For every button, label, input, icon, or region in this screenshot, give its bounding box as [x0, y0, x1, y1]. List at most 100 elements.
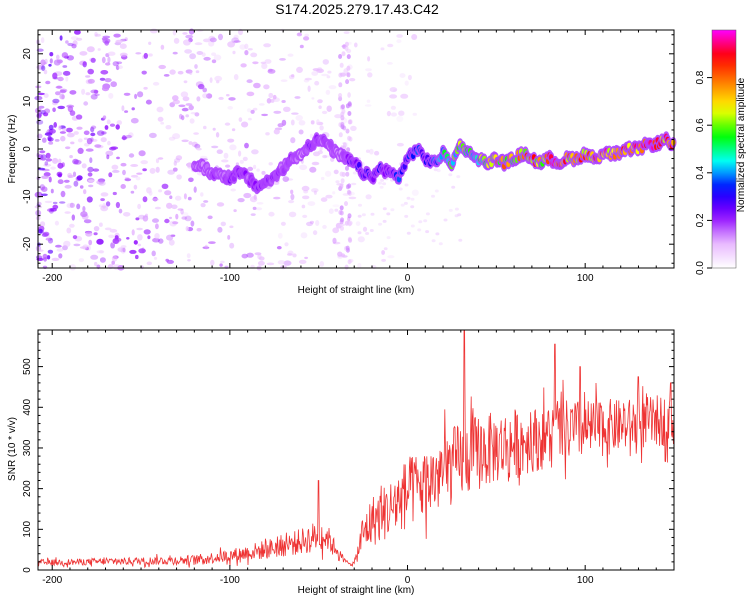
noise-speckle: [183, 193, 187, 200]
noise-speckle: [227, 235, 231, 240]
noise-speckle: [196, 96, 201, 102]
noise-speckle: [288, 200, 295, 204]
y-tick-label: 400: [22, 399, 33, 416]
noise-speckle: [156, 106, 164, 113]
noise-speckle: [319, 125, 324, 131]
noise-speckle: [304, 33, 310, 37]
noise-speckle: [169, 216, 172, 220]
noise-speckle: [227, 41, 236, 48]
noise-speckle: [340, 253, 346, 257]
noise-speckle: [104, 227, 112, 231]
noise-speckle: [60, 135, 66, 142]
noise-speckle: [124, 37, 128, 42]
noise-speckle: [339, 205, 344, 211]
noise-speckle: [188, 177, 194, 183]
noise-speckle: [157, 116, 164, 122]
noise-speckle: [189, 70, 193, 76]
noise-speckle: [246, 108, 252, 113]
noise-speckle: [70, 36, 79, 40]
noise-speckle: [345, 245, 350, 251]
noise-speckle: [344, 264, 349, 270]
noise-speckle: [183, 80, 188, 84]
noise-speckle: [45, 152, 51, 159]
noise-speckle: [320, 197, 328, 202]
noise-speckle: [72, 158, 79, 165]
noise-speckle: [344, 201, 348, 207]
noise-speckle: [97, 178, 106, 183]
noise-speckle: [41, 65, 46, 71]
noise-speckle: [98, 204, 103, 208]
noise-speckle: [202, 87, 207, 93]
noise-speckle: [253, 194, 257, 200]
noise-speckle: [194, 143, 201, 149]
noise-speckle: [381, 258, 386, 262]
noise-speckle: [137, 243, 142, 247]
noise-speckle: [56, 248, 64, 252]
noise-speckle: [354, 42, 358, 48]
noise-speckle: [339, 62, 344, 68]
noise-speckle: [311, 188, 319, 193]
noise-speckle: [396, 115, 404, 122]
noise-speckle: [97, 48, 101, 51]
noise-speckle: [296, 32, 303, 37]
noise-speckle: [200, 203, 206, 208]
noise-speckle: [230, 188, 236, 192]
noise-speckle: [66, 227, 72, 234]
noise-speckle: [175, 155, 183, 161]
noise-speckle: [44, 58, 48, 65]
noise-speckle: [55, 91, 61, 96]
noise-speckle: [83, 101, 89, 106]
noise-speckle: [357, 262, 362, 269]
noise-speckle: [196, 51, 204, 55]
spectrogram-ridge: [191, 131, 677, 195]
noise-speckle: [187, 162, 192, 169]
noise-speckle: [315, 220, 320, 226]
noise-speckle: [109, 123, 116, 127]
noise-speckle: [194, 112, 200, 117]
noise-speckle: [381, 250, 385, 255]
noise-speckle: [367, 56, 371, 62]
noise-speckle: [291, 74, 295, 78]
noise-speckle: [108, 92, 114, 99]
noise-speckle: [207, 215, 213, 220]
noise-speckle: [369, 148, 374, 155]
noise-speckle: [41, 193, 48, 197]
noise-speckle: [57, 162, 64, 169]
noise-speckle: [255, 207, 263, 211]
noise-speckle: [63, 240, 71, 248]
noise-speckle: [237, 198, 245, 203]
noise-speckle: [90, 57, 96, 63]
noise-speckle: [88, 239, 93, 246]
noise-speckle: [188, 105, 194, 111]
noise-speckle: [61, 128, 67, 132]
noise-speckle: [338, 72, 343, 78]
noise-speckle: [101, 131, 107, 135]
noise-speckle: [378, 181, 383, 185]
noise-speckle: [301, 204, 306, 209]
noise-speckle: [50, 188, 54, 194]
noise-speckle: [317, 150, 324, 155]
noise-speckle: [297, 32, 302, 35]
noise-speckle: [279, 58, 286, 61]
noise-speckle: [181, 216, 187, 220]
noise-speckle: [117, 65, 123, 70]
noise-speckle: [264, 59, 272, 64]
noise-speckle: [130, 174, 139, 178]
noise-speckle: [322, 224, 327, 229]
noise-speckle: [339, 183, 344, 189]
noise-speckle: [365, 149, 370, 153]
noise-speckle: [172, 221, 179, 225]
noise-speckle: [135, 52, 142, 55]
noise-speckle: [178, 104, 186, 108]
noise-speckle: [107, 140, 111, 146]
noise-speckle: [226, 94, 230, 97]
noise-speckle: [191, 141, 198, 147]
x-tick-label: 100: [577, 273, 594, 284]
noise-speckle: [106, 154, 110, 160]
noise-speckle: [321, 110, 328, 115]
noise-speckle: [378, 222, 383, 226]
colorbar-label: Normalized spectral amplitude: [736, 77, 747, 212]
noise-speckle: [101, 56, 106, 64]
noise-speckle: [85, 75, 91, 78]
noise-speckle: [346, 54, 351, 60]
